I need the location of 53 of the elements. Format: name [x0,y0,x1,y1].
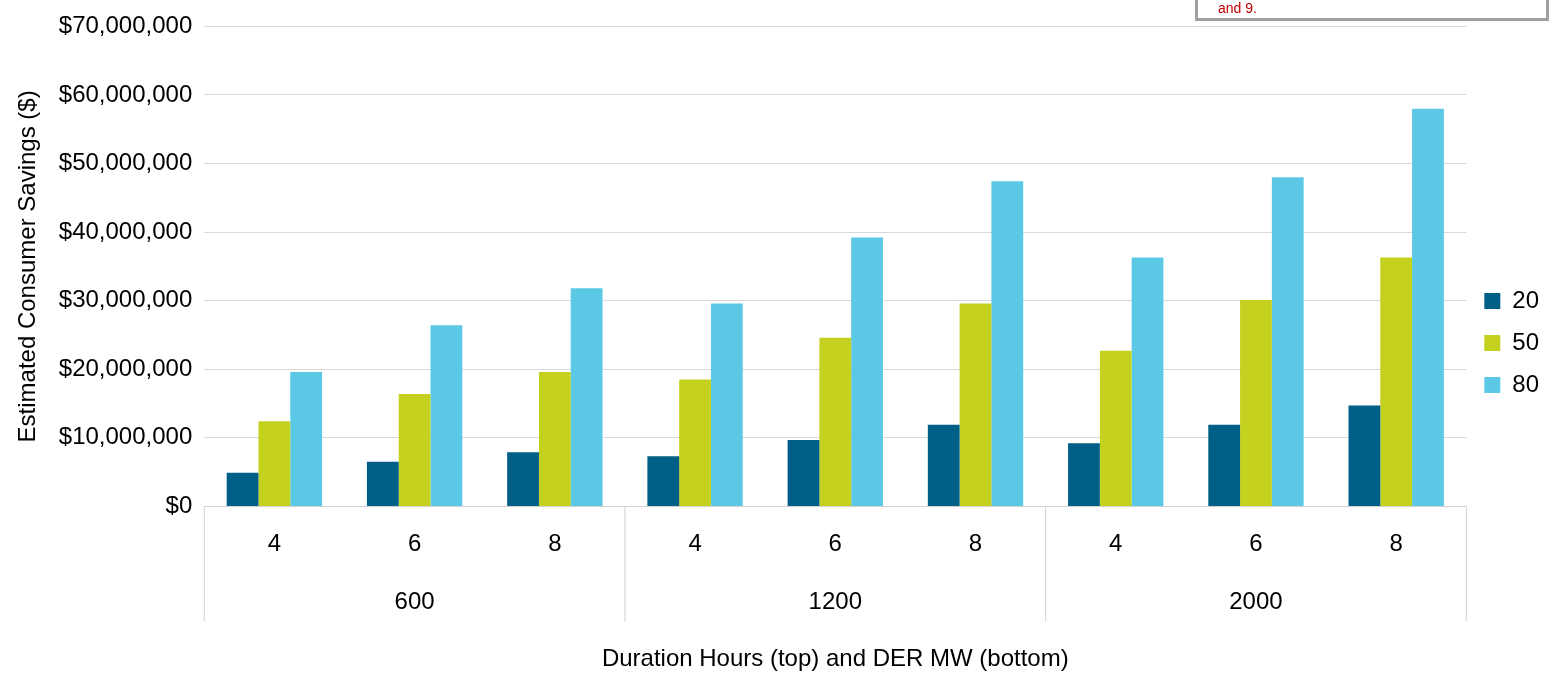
x-tick-label: 8 [1389,529,1403,557]
x-axis-title: Duration Hours (top) and DER MW (bottom) [601,644,1069,672]
bar [959,303,992,506]
bar [647,456,680,506]
bar [819,337,852,506]
y-tick-label: $40,000,000 [58,216,193,244]
x-tick-label: 4 [267,529,282,557]
bar [1240,300,1272,506]
y-tick-label: $30,000,000 [58,285,193,313]
x-tick-label: 6 [1249,529,1263,557]
text: 2000 [1229,587,1283,615]
legend-label: 50 [1512,327,1540,355]
x-tick-label: 8 [548,529,562,557]
y-tick-label: $70,000,000 [58,11,193,39]
bar [787,439,820,506]
bar [710,303,743,506]
x-tick-label: 4 [1109,529,1123,557]
bar [851,237,883,506]
bar [1099,350,1132,506]
y-tick-label: $50,000,000 [58,148,193,176]
bar [258,421,291,506]
bar [1068,443,1100,506]
bar [398,393,431,506]
bar [679,379,711,506]
bar [507,452,539,506]
x-tick-label: 6 [828,529,842,557]
bar [290,372,323,506]
bar [430,325,463,506]
text: 1200 [808,587,862,615]
legend-label: 80 [1512,369,1540,397]
legend-label: 20 [1512,285,1540,313]
x-tick-label: 8 [968,529,983,557]
bar [570,288,603,506]
x-tick-label: 4 [688,529,702,557]
bar [366,461,399,506]
bar [1271,177,1304,506]
bar [1380,257,1413,506]
y-axis-title: Estimated Consumer Savings ($) [13,90,41,443]
bar [1208,424,1241,506]
text: and 9. [1218,0,1258,16]
y-tick-label: $10,000,000 [58,422,193,450]
text: 600 [394,587,435,615]
x-tick-label: 6 [407,529,422,557]
bar [927,424,960,506]
bar [538,372,571,506]
y-tick-label: $20,000,000 [58,353,193,381]
bar [1412,108,1444,506]
y-tick-label: $60,000,000 [58,79,193,107]
bar [1348,405,1381,506]
bar [1131,257,1164,506]
bar [226,472,259,506]
y-tick-label: $0 [165,491,193,519]
bar [991,181,1024,506]
